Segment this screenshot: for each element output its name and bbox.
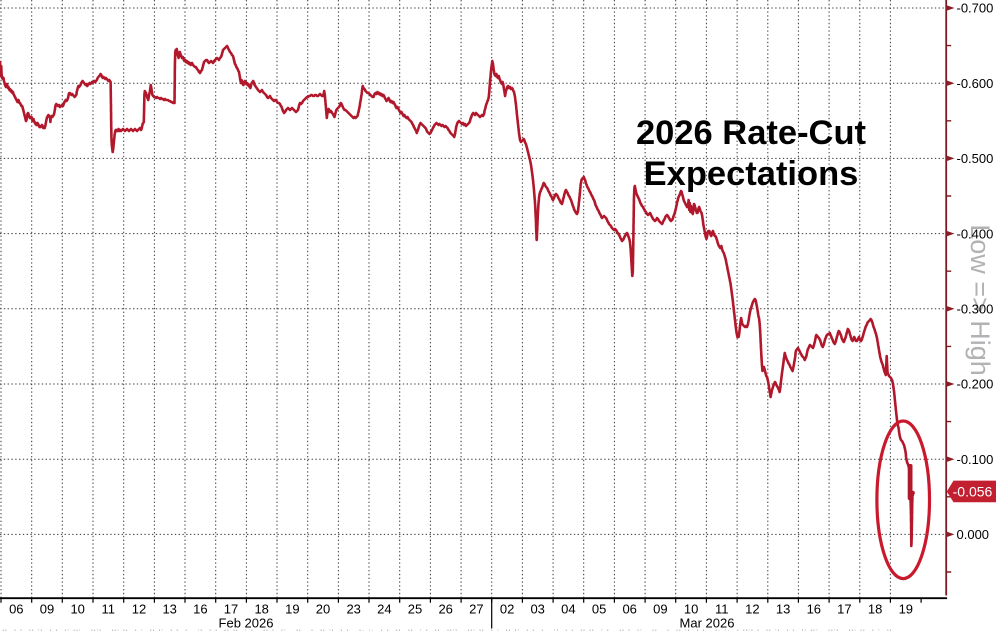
- svg-text:09: 09: [40, 602, 54, 617]
- svg-text:-0.200: -0.200: [957, 377, 994, 392]
- svg-text:16: 16: [193, 602, 207, 617]
- svg-text:17: 17: [837, 602, 851, 617]
- svg-text:Mar 2026: Mar 2026: [680, 616, 735, 631]
- svg-text:-0.400: -0.400: [957, 226, 994, 241]
- svg-text:03: 03: [530, 602, 544, 617]
- svg-text:2026 Rate-Cut: 2026 Rate-Cut: [636, 114, 867, 152]
- svg-text:0.000: 0.000: [957, 527, 990, 542]
- svg-text:13: 13: [776, 602, 790, 617]
- svg-text:24: 24: [377, 602, 391, 617]
- svg-text:llul lull ilul luli lliu llil: llul lull ilul luli lliu llil ulli llul …: [2, 628, 892, 631]
- svg-text:12: 12: [132, 602, 146, 617]
- svg-text:11: 11: [715, 602, 729, 617]
- svg-text:27: 27: [469, 602, 483, 617]
- svg-text:-0.300: -0.300: [957, 302, 994, 317]
- svg-text:02: 02: [500, 602, 514, 617]
- svg-text:13: 13: [162, 602, 176, 617]
- svg-text:-0.700: -0.700: [957, 1, 994, 16]
- svg-text:10: 10: [684, 602, 698, 617]
- svg-text:12: 12: [745, 602, 759, 617]
- svg-text:06: 06: [622, 602, 636, 617]
- svg-text:20: 20: [316, 602, 330, 617]
- svg-text:18: 18: [868, 602, 882, 617]
- svg-text:23: 23: [346, 602, 360, 617]
- svg-text:26: 26: [438, 602, 452, 617]
- svg-text:Expectations: Expectations: [644, 155, 859, 193]
- svg-text:10: 10: [70, 602, 84, 617]
- svg-text:16: 16: [807, 602, 821, 617]
- svg-text:05: 05: [592, 602, 606, 617]
- svg-text:17: 17: [224, 602, 238, 617]
- svg-text:-0.600: -0.600: [957, 76, 994, 91]
- svg-text:06: 06: [9, 602, 23, 617]
- svg-text:25: 25: [408, 602, 422, 617]
- svg-text:18: 18: [254, 602, 268, 617]
- svg-text:-0.056: -0.056: [953, 484, 993, 500]
- svg-text:-0.500: -0.500: [957, 151, 994, 166]
- svg-text:Feb 2026: Feb 2026: [219, 616, 274, 631]
- svg-text:19: 19: [899, 602, 913, 617]
- svg-text:19: 19: [285, 602, 299, 617]
- svg-text:11: 11: [102, 602, 116, 617]
- svg-text:04: 04: [561, 602, 575, 617]
- svg-text:-0.100: -0.100: [957, 452, 994, 467]
- svg-text:Low => High: Low => High: [965, 224, 995, 376]
- svg-text:09: 09: [653, 602, 667, 617]
